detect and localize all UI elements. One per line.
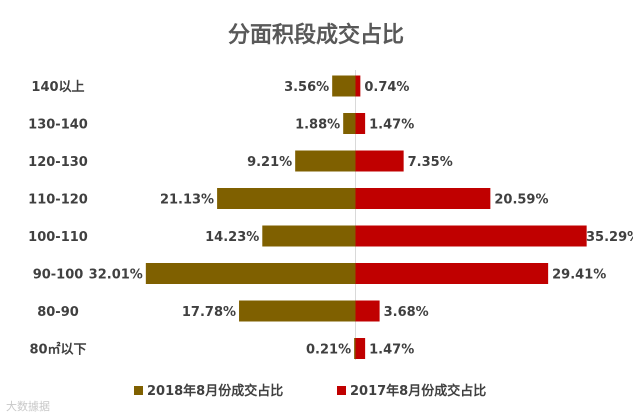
category-label: 80-90 [37, 305, 79, 320]
bar-2017 [355, 75, 361, 97]
value-label-2017: 0.74% [364, 80, 409, 95]
bar-2018 [145, 263, 356, 284]
category-labels: 140以上 130-140 120-130 110-120 100-110 90-100 8… [28, 80, 88, 358]
bar-2017 [355, 225, 587, 247]
value-labels: 3.56% 0.74% 1.88% 1.47% 9.21% 7.35% 21.13% 20.5… [89, 80, 633, 358]
bar-2018 [239, 300, 356, 322]
category-label: 110-120 [28, 193, 88, 208]
legend-swatch-2018 [134, 386, 143, 395]
value-label-2017: 29.41% [552, 268, 606, 283]
bar-2017 [355, 150, 404, 172]
category-label: 90-100 [33, 268, 84, 283]
bar-2018 [262, 225, 356, 247]
value-label-2017: 20.59% [494, 193, 548, 208]
value-label-2017: 7.35% [408, 155, 453, 170]
value-label-2017: 1.47% [369, 343, 414, 358]
chart-title: 分面积段成交占比 [228, 22, 404, 48]
category-label: 130-140 [28, 118, 88, 133]
bar-2018 [295, 150, 356, 172]
legend-label-2018: 2018年8月份成交占比 [147, 383, 283, 399]
legend-swatch-2017 [337, 386, 346, 395]
category-label: 80㎡以下 [29, 342, 86, 358]
value-label-2018: 32.01% [89, 268, 143, 283]
bar-2018 [332, 75, 356, 97]
category-label: 100-110 [28, 230, 88, 245]
value-label-2018: 21.13% [160, 193, 214, 208]
bar-2018 [354, 338, 356, 359]
value-label-2018: 14.23% [205, 230, 259, 245]
bar-2017 [355, 263, 549, 284]
bar-2017 [355, 300, 380, 322]
watermark-text: 大数據据 [6, 399, 50, 413]
legend: 2018年8月份成交占比 2017年8月份成交占比 [134, 383, 486, 399]
bars-group [145, 75, 587, 359]
category-label: 140以上 [31, 80, 84, 95]
value-label-2018: 17.78% [182, 305, 236, 320]
bar-2017 [355, 188, 491, 209]
value-label-2017: 3.68% [384, 305, 429, 320]
category-label: 120-130 [28, 155, 88, 170]
bar-2017 [355, 338, 366, 359]
bar-2018 [343, 113, 356, 134]
value-label-2018: 0.21% [306, 343, 351, 358]
value-label-2018: 3.56% [284, 80, 329, 95]
bar-2018 [217, 188, 356, 209]
value-label-2018: 9.21% [247, 155, 292, 170]
value-label-2017: 1.47% [369, 118, 414, 133]
legend-label-2017: 2017年8月份成交占比 [350, 383, 486, 399]
value-label-2017: 35.29% [586, 230, 633, 245]
value-label-2018: 1.88% [295, 118, 340, 133]
bar-2017 [355, 113, 366, 134]
